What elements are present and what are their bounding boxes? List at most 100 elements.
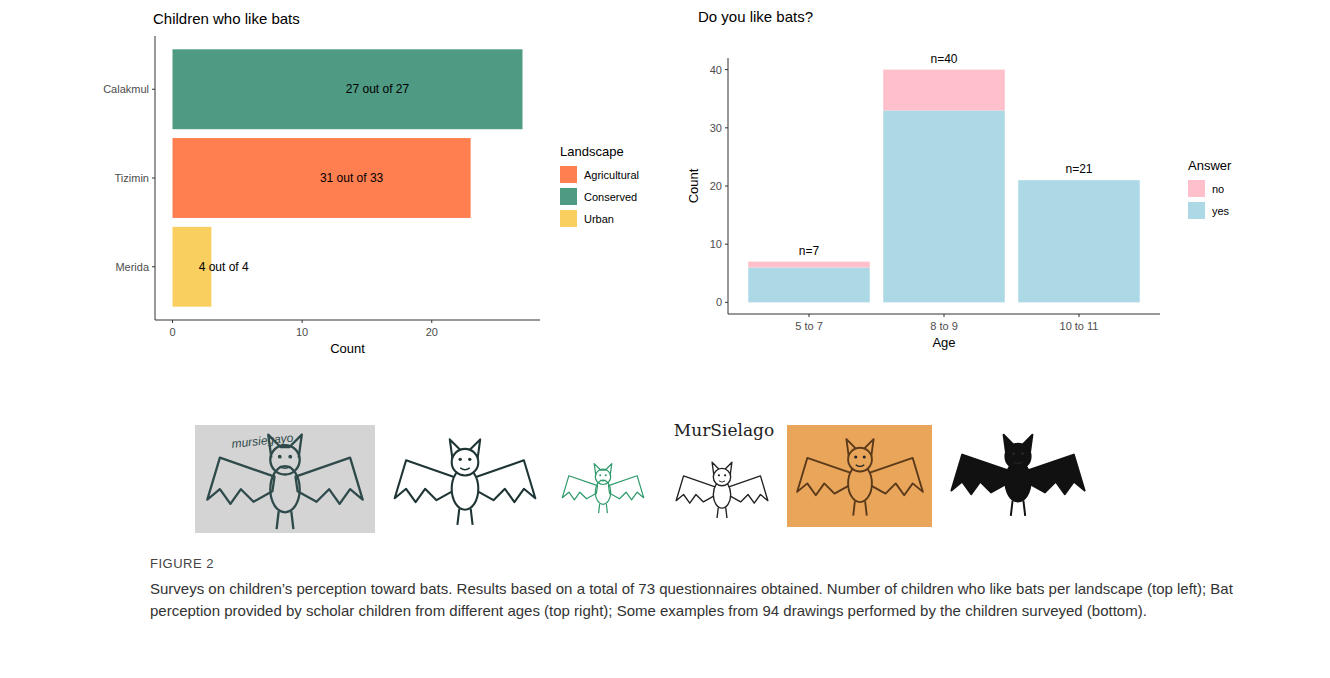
y-tick (725, 127, 728, 128)
bar (1018, 180, 1140, 181)
figure: Children who like bats 27 out of 27 31 out… (0, 0, 1330, 552)
head (848, 448, 872, 472)
drawings: mursiegayo MurSielago (195, 420, 1085, 533)
eye (468, 458, 471, 461)
annotation: n=21 (1065, 162, 1092, 176)
legend-key (560, 210, 577, 227)
bat-drawing (562, 464, 643, 513)
bar (883, 110, 1005, 302)
y-tick (152, 89, 155, 90)
wing (207, 458, 274, 504)
head (595, 469, 610, 484)
y-tick-label: 30 (710, 122, 722, 134)
y-tick (152, 178, 155, 179)
x-tick (302, 320, 303, 323)
legs (599, 504, 608, 513)
panel-1: Do you like bats?n=7n=40n=210102030405 t… (686, 8, 1232, 350)
eye (718, 474, 720, 476)
annotation: 4 out of 4 (199, 260, 249, 274)
bar (1018, 180, 1140, 302)
head (452, 449, 479, 476)
y-tick (725, 186, 728, 187)
annotation: n=40 (930, 52, 957, 66)
drawing-label: mursiegayo (231, 431, 294, 451)
x-tick (172, 320, 173, 323)
x-tick (809, 314, 810, 317)
wing (296, 458, 363, 504)
wing (951, 455, 1009, 495)
bars (748, 70, 1140, 303)
y-tick-label: 0 (716, 296, 722, 308)
eye (605, 474, 607, 476)
legs (717, 508, 727, 519)
bars (173, 49, 523, 306)
legend-title: Answer (1188, 158, 1232, 173)
bar (883, 70, 1005, 111)
legend-title: Landscape (560, 144, 624, 159)
annotation: 31 out of 33 (320, 171, 384, 185)
x-tick (431, 320, 432, 323)
legend-key (1188, 202, 1205, 219)
wing (475, 460, 536, 502)
body (270, 466, 299, 512)
x-tick-label: 10 (296, 326, 308, 338)
y-tick-label: 40 (710, 64, 722, 76)
eye (1012, 452, 1015, 455)
legs (457, 509, 472, 525)
x-axis-line (155, 320, 540, 321)
mouth (460, 468, 470, 470)
annotation: n=7 (799, 244, 820, 258)
panel-0: Children who like bats 27 out of 27 31 out… (103, 10, 639, 356)
bar (173, 138, 471, 218)
y-tick-label: Tizimin (115, 172, 149, 184)
legend-label: Agricultural (584, 169, 639, 181)
wing (395, 460, 456, 502)
chart-title: Children who like bats (153, 10, 300, 27)
x-tick-label: 20 (426, 326, 438, 338)
eye (854, 456, 857, 459)
legs (1011, 501, 1025, 516)
wing (728, 476, 768, 503)
eye (459, 458, 462, 461)
x-tick-label: 0 (169, 326, 175, 338)
y-tick-label: 10 (710, 238, 722, 250)
eye (863, 456, 866, 459)
bar (173, 49, 523, 129)
bar (748, 267, 870, 302)
legs (277, 511, 294, 529)
head (270, 445, 299, 474)
annotation: 27 out of 27 (346, 82, 410, 96)
wing (676, 476, 716, 503)
wing (562, 476, 597, 500)
x-tick-label: 5 to 7 (795, 320, 823, 332)
y-tick (725, 69, 728, 70)
drawing-label: MurSielago (674, 420, 774, 440)
mouth (280, 466, 291, 468)
eye (1021, 452, 1024, 455)
bat-drawing (797, 439, 923, 516)
caption-label: FIGURE 2 (150, 556, 214, 571)
x-tick-label: 10 to 11 (1060, 320, 1099, 332)
legend-label: no (1212, 183, 1224, 195)
wing (609, 476, 644, 500)
wing (1027, 455, 1085, 495)
eye (599, 474, 601, 476)
y-tick (725, 244, 728, 245)
y-tick-label: Calakmul (103, 83, 149, 95)
mouth (1014, 462, 1023, 464)
bat-drawing (207, 435, 362, 529)
y-tick-label: 20 (710, 180, 722, 192)
x-axis-title: Age (932, 335, 955, 350)
caption-text: Surveys on children’s perception toward … (150, 578, 1270, 622)
x-tick (944, 314, 945, 317)
drawing-background (195, 425, 375, 533)
y-tick (725, 302, 728, 303)
mouth (600, 480, 606, 481)
bar (748, 262, 870, 268)
drawing-background (787, 425, 932, 527)
legend-key (560, 166, 577, 183)
y-axis-title: Count (686, 168, 701, 203)
wing (797, 458, 851, 495)
head (1005, 444, 1030, 469)
bat-drawing (395, 439, 536, 525)
